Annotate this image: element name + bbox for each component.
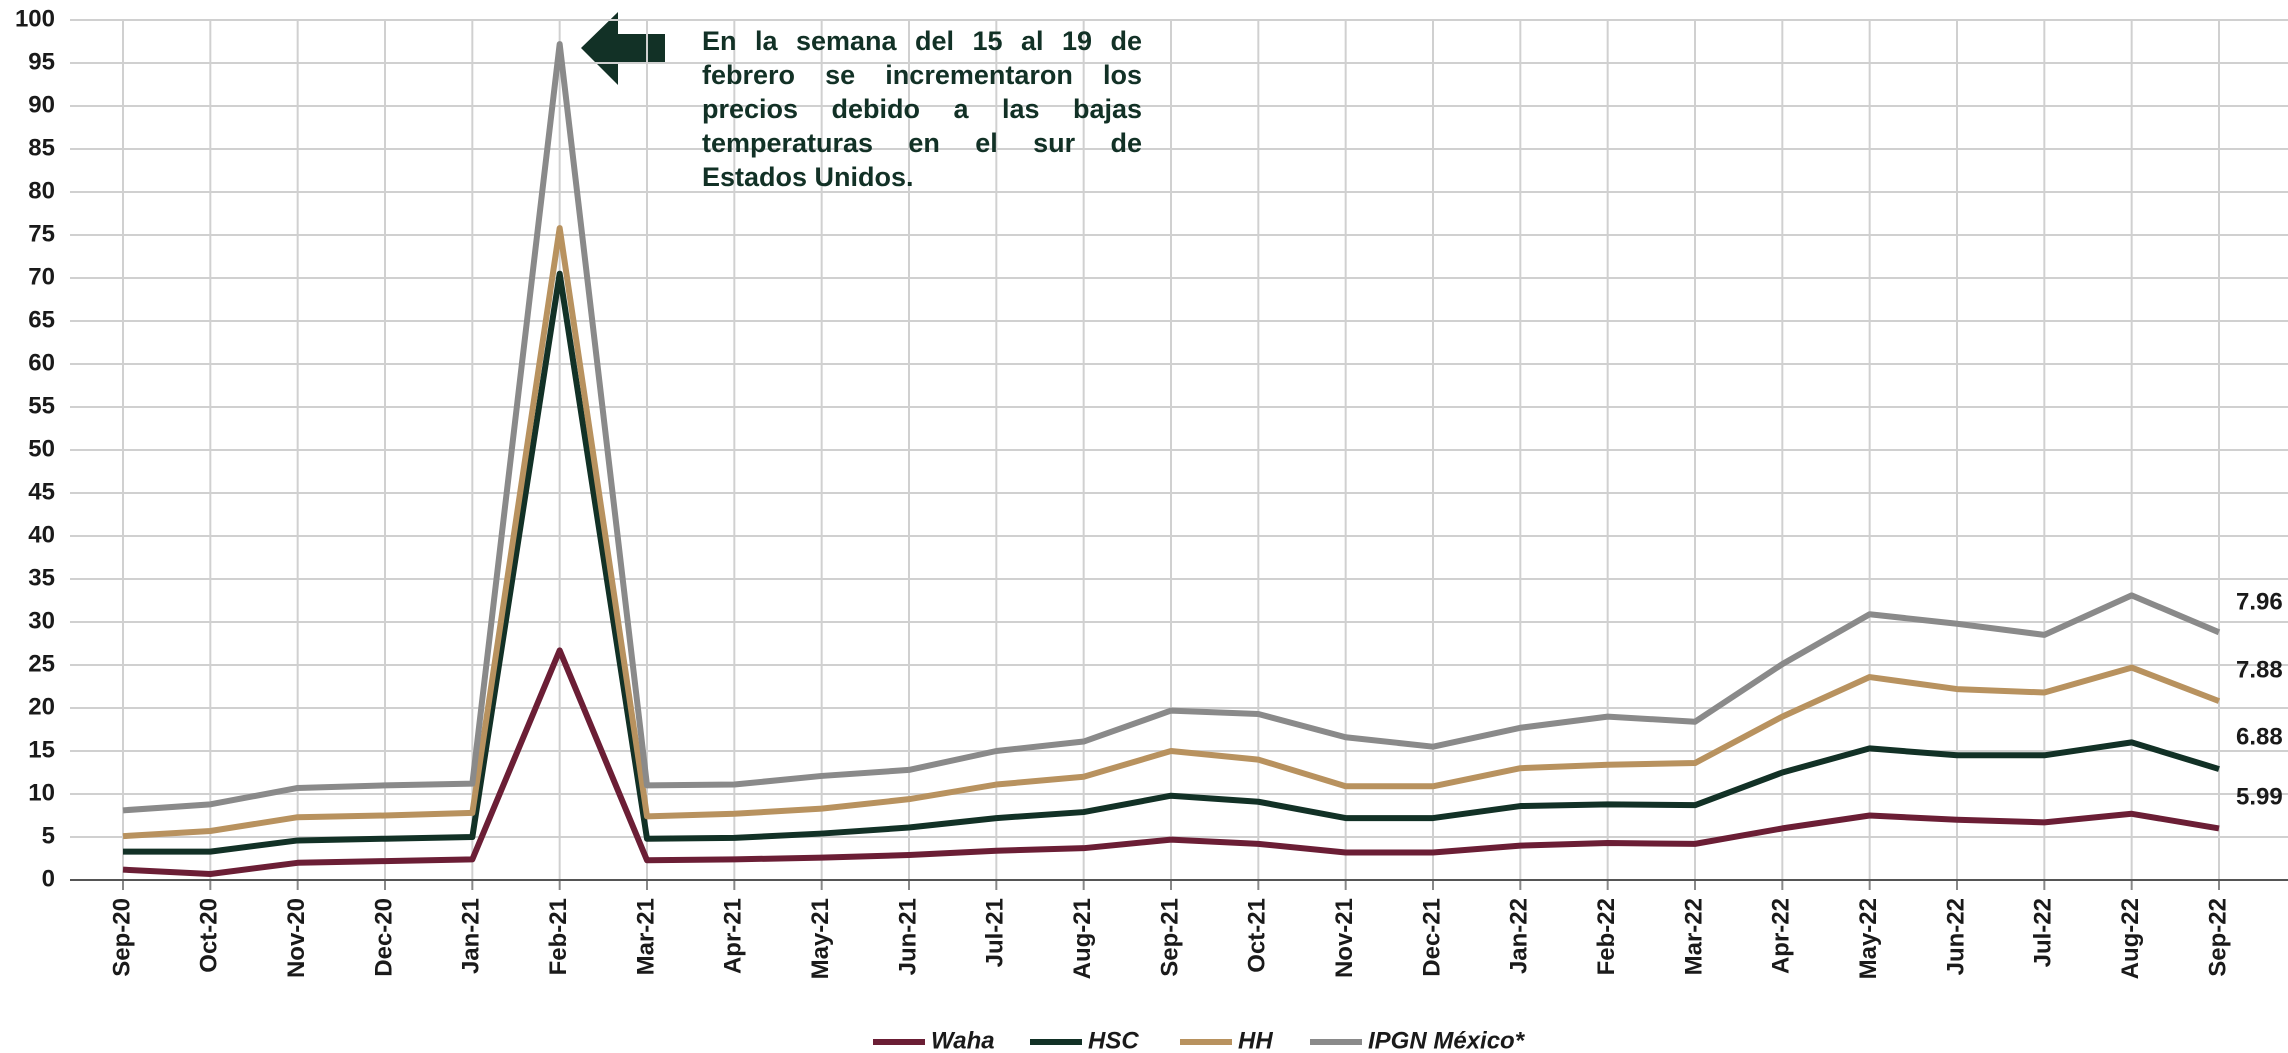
- y-tick-label: 75: [28, 220, 55, 247]
- y-tick-label: 95: [28, 48, 55, 75]
- y-tick-label: 100: [15, 5, 55, 32]
- y-tick-label: 40: [28, 521, 55, 548]
- x-tick-label: Sep-20: [108, 898, 135, 977]
- x-tick-label: Oct-21: [1244, 898, 1271, 973]
- x-tick-label: May-21: [807, 898, 834, 979]
- x-tick-label: Jun-22: [1942, 898, 1969, 975]
- x-tick-label: Sep-21: [1156, 898, 1183, 977]
- y-tick-label: 50: [28, 435, 55, 462]
- x-tick-label: Nov-20: [283, 898, 310, 978]
- legend-label: Waha: [931, 1027, 995, 1053]
- x-tick-label: Sep-22: [2204, 898, 2231, 977]
- y-tick-label: 55: [28, 392, 55, 419]
- x-tick-label: Nov-21: [1331, 898, 1358, 978]
- x-tick-label: Jul-21: [982, 898, 1009, 967]
- x-tick-label: Mar-22: [1680, 898, 1707, 975]
- x-tick-label: Jul-22: [2030, 898, 2057, 967]
- x-tick-label: Jun-21: [894, 898, 921, 975]
- x-tick-label: Dec-20: [370, 898, 397, 977]
- x-tick-label: May-22: [1855, 898, 1882, 979]
- x-tick-label: Feb-21: [545, 898, 572, 975]
- end-label: 6.88: [2236, 723, 2283, 750]
- annotation: En la semana del 15 al 19 de febrero se …: [702, 26, 1142, 192]
- y-tick-label: 5: [42, 822, 55, 849]
- x-tick-label: Oct-20: [196, 898, 223, 973]
- y-tick-label: 15: [28, 736, 55, 763]
- y-tick-label: 65: [28, 306, 55, 333]
- series-line: [123, 270, 2220, 855]
- x-tick-label: Aug-22: [2117, 898, 2144, 979]
- x-tick-label: Apr-21: [720, 898, 747, 974]
- y-tick-label: 80: [28, 177, 55, 204]
- legend-label: HH: [1238, 1027, 1273, 1053]
- end-label: 7.88: [2236, 656, 2283, 683]
- x-tick-label: Jan-21: [458, 898, 485, 974]
- y-tick-label: 25: [28, 650, 55, 677]
- y-tick-label: 90: [28, 91, 55, 118]
- y-tick-label: 85: [28, 134, 55, 161]
- y-tick-label: 10: [28, 779, 55, 806]
- x-tick-label: Feb-22: [1593, 898, 1620, 975]
- legend-label: IPGN México*: [1368, 1027, 1526, 1053]
- y-tick-label: 60: [28, 349, 55, 376]
- y-tick-label: 20: [28, 693, 55, 720]
- series-line: [122, 647, 2220, 877]
- plot: 0 5 10 15 20 25 30 35 40 45 50 55 60 65 70 75 80 85 90 95 10…: [15, 5, 2288, 1053]
- x-tick-label: Dec-21: [1418, 898, 1445, 977]
- end-label: 7.96: [2236, 588, 2283, 615]
- series-line: [122, 225, 2221, 840]
- y-tick-label: 30: [28, 607, 55, 634]
- y-tick-label: 35: [28, 564, 55, 591]
- y-tick-label: 45: [28, 478, 55, 505]
- x-tick-label: Aug-21: [1069, 898, 1096, 979]
- x-tick-label: Jan-22: [1506, 898, 1533, 974]
- x-tick-label: Mar-21: [632, 898, 659, 975]
- series-line: [122, 41, 2221, 814]
- y-tick-label: 0: [42, 865, 55, 892]
- y-tick-label: 70: [28, 263, 55, 290]
- x-tick-label: Apr-22: [1768, 898, 1795, 974]
- end-label: 5.99: [2236, 783, 2283, 810]
- legend-label: HSC: [1088, 1027, 1139, 1053]
- annotation-arrow: [581, 12, 665, 85]
